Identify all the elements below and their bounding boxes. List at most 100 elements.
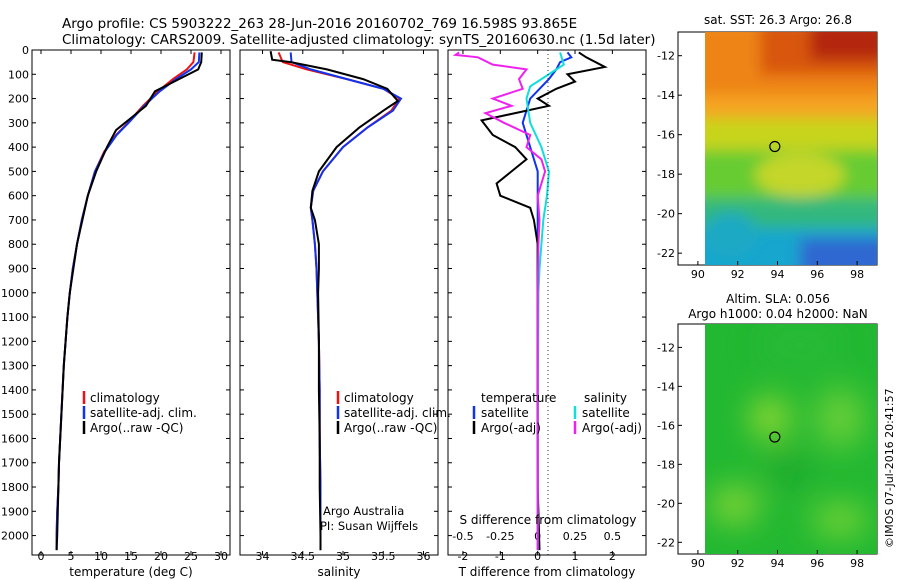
depth-tick-label: 1800	[1, 481, 29, 494]
sla-map-subtitle: Argo h1000: 0.04 h2000: NaN	[688, 307, 868, 321]
map-lat-tick-label: -22	[657, 536, 675, 549]
salinity-series-argo-raw-qc-	[269, 51, 400, 551]
depth-tick-label: 900	[8, 263, 29, 276]
salinity-x-label: salinity	[317, 565, 360, 579]
legend-label-satellite: satellite-adj. clim.	[90, 406, 197, 420]
salinity-panel-frame	[239, 49, 439, 556]
depth-tick-label: 1000	[1, 287, 29, 300]
map-lon-tick-label: 90	[691, 557, 705, 570]
map-lon-tick-label: 98	[850, 268, 864, 281]
map-lat-tick-label: -12	[657, 50, 675, 63]
figure-title-line1: Argo profile: CS 5903222_263 28-Jun-2016…	[62, 16, 577, 32]
figure-title-line2: Climatology: CARS2009. Satellite-adjuste…	[62, 32, 655, 48]
map-lat-tick-label: -18	[657, 458, 675, 471]
pi-note: PI: Susan Wijffels	[320, 519, 418, 533]
difference-series-temperature-argo-adj-	[479, 51, 608, 551]
sst-argo-location-marker	[769, 140, 781, 153]
temperature-xtick-label: 25	[184, 550, 198, 563]
map-lat-tick-label: -18	[657, 168, 675, 181]
depth-tick-label: 1100	[1, 311, 29, 324]
legend-label-climatology: climatology	[344, 391, 414, 405]
legend-label-argo: Argo(..raw -QC)	[90, 421, 183, 435]
difference-top-label: S difference from climatology	[460, 513, 637, 527]
map-lat-tick-label: -20	[657, 208, 675, 221]
salinity-xtick-label: 35	[336, 550, 350, 563]
legend-label-temp-satellite: satellite	[481, 406, 529, 420]
difference-series-temperature-satellite	[521, 51, 573, 551]
legend-label-sal-argo: Argo(-adj)	[582, 421, 642, 435]
temperature-xtick-label: 30	[214, 550, 228, 563]
legend-title-salinity: salinity	[584, 391, 627, 405]
temperature-series-argo-raw-qc-	[55, 52, 203, 551]
legend-label-temp-argo: Argo(-adj)	[481, 421, 541, 435]
salinity-diff-tick-label: -0.5	[452, 530, 473, 543]
depth-tick-label: 2000	[1, 530, 29, 543]
temperature-xtick-label: 10	[94, 550, 108, 563]
difference-xtick-label: 2	[609, 550, 616, 563]
argo-australia-note: Argo Australia	[323, 504, 404, 518]
map-lon-tick-label: 96	[810, 268, 824, 281]
map-lat-tick-label: -16	[657, 419, 675, 432]
depth-tick-label: 400	[8, 141, 29, 154]
salinity-legend: climatology satellite-adj. clim. Argo(..…	[336, 391, 451, 435]
temperature-xtick-label: 20	[154, 550, 168, 563]
difference-xtick-label: 1	[572, 550, 579, 563]
salinity-diff-tick-label: 0.5	[604, 530, 622, 543]
difference-x-label: T difference from climatology	[458, 565, 636, 579]
salinity-series-climatology	[277, 52, 401, 551]
map-lon-tick-label: 92	[731, 268, 745, 281]
depth-tick-label: 1500	[1, 408, 29, 421]
depth-tick-label: 200	[8, 93, 29, 106]
map-lat-tick-label: -14	[657, 89, 675, 102]
map-lat-tick-label: -22	[657, 247, 675, 260]
salinity-diff-tick-label: -0.25	[486, 530, 514, 543]
map-lon-tick-label: 94	[771, 268, 785, 281]
depth-tick-label: 600	[8, 190, 29, 203]
temperature-axes: 0100200300400500600700800900100011001200…	[1, 44, 230, 563]
legend-label-sal-satellite: satellite	[582, 406, 630, 420]
map-lon-tick-label: 98	[850, 557, 864, 570]
temperature-legend: climatology satellite-adj. clim. Argo(..…	[82, 391, 197, 435]
depth-tick-label: 1600	[1, 432, 29, 445]
depth-tick-label: 0	[22, 44, 29, 57]
map-lon-tick-label: 90	[691, 268, 705, 281]
difference-axes: -2 -1 0 1 2-0.5 -0.25 0 0.25 0.5	[448, 49, 646, 563]
depth-tick-label: 1300	[1, 360, 29, 373]
legend-label-argo: Argo(..raw -QC)	[344, 421, 437, 435]
salinity-xtick-label: 35.5	[371, 550, 396, 563]
temperature-xtick-label: 0	[38, 550, 45, 563]
temperature-series-satellite-adj-clim-	[55, 52, 201, 551]
difference-panel-frame	[447, 49, 647, 556]
sla-map-title: Altim. SLA: 0.056	[726, 292, 830, 306]
legend-label-satellite: satellite-adj. clim.	[344, 406, 451, 420]
salinity-xtick-label: 34.5	[291, 550, 316, 563]
temperature-panel-frame	[31, 49, 231, 556]
depth-tick-label: 800	[8, 238, 29, 251]
sst-map-axes: 90 92 94 96 98 -12 -14 -16 -18 -20 -22	[657, 50, 864, 281]
sla-argo-location-marker	[769, 431, 781, 443]
difference-xtick-label: -2	[457, 550, 468, 563]
depth-tick-label: 1400	[1, 384, 29, 397]
sst-map-title: sat. SST: 26.3 Argo: 26.8	[704, 13, 852, 27]
depth-tick-label: 300	[8, 117, 29, 130]
sst-heatmap	[705, 32, 877, 265]
temperature-xtick-label: 15	[124, 550, 138, 563]
imos-credit: ©IMOS 07-Jul-2016 20:41:57	[883, 388, 896, 548]
difference-xtick-label: 0	[534, 550, 541, 563]
sla-map-axes: 90 92 94 96 98 -12 -14 -16 -18 -20 -22	[657, 341, 864, 570]
legend-label-climatology: climatology	[90, 391, 160, 405]
salinity-diff-tick-label: 0.25	[563, 530, 588, 543]
map-lon-tick-label: 96	[810, 557, 824, 570]
map-lat-tick-label: -20	[657, 497, 675, 510]
temperature-x-label: temperature (deg C)	[69, 565, 192, 579]
salinity-series-satellite-adj-clim-	[289, 52, 403, 551]
salinity-xtick-label: 36	[417, 550, 431, 563]
depth-tick-label: 500	[8, 165, 29, 178]
difference-series-salinity-satellite	[525, 52, 565, 551]
difference-xtick-label: -1	[495, 550, 506, 563]
depth-tick-label: 1200	[1, 335, 29, 348]
depth-tick-label: 700	[8, 214, 29, 227]
depth-tick-label: 1700	[1, 457, 29, 470]
depth-tick-label: 1900	[1, 505, 29, 518]
